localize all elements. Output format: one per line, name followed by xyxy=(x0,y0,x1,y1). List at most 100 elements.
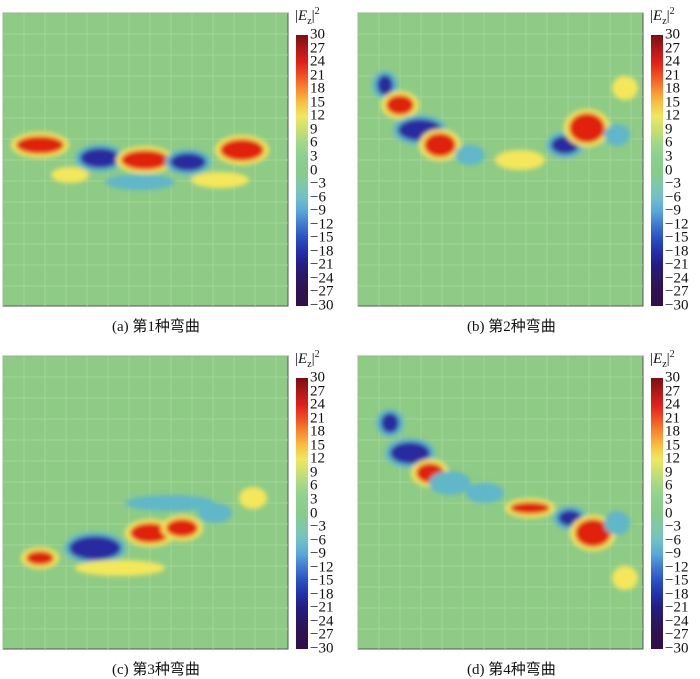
colorbar-tick-label: −12 xyxy=(310,559,334,576)
colorbar-tick-label: 15 xyxy=(310,94,325,111)
field-hotspot-positive xyxy=(617,570,633,586)
panel-b: |Ez|2 30 27 24 21 18 15 12 9 6 3 0 −3 −6 −9 −12 −15 −18 −2… xyxy=(355,0,700,335)
field-hotspot-positive xyxy=(569,113,605,143)
colorbar-tick-label: −3 xyxy=(665,518,681,535)
panel-c: |Ez|2 30 27 24 21 18 15 12 9 6 3 0 −3 −6 −9 −12 −15 −18 −2… xyxy=(0,343,350,678)
field-hotspot-positive xyxy=(220,139,264,161)
colorbar-tick-label: −15 xyxy=(665,229,689,246)
colorbar-ticks: 30 27 24 21 18 15 12 9 6 3 0 −3 −6 −9 −12 −15 −18 −21 −24−… xyxy=(310,370,350,656)
colorbar-tick-label: 21 xyxy=(310,67,325,84)
field-hotspots xyxy=(21,487,267,576)
field-hotspot-negative xyxy=(471,487,499,499)
colorbar-tick-label: −3 xyxy=(310,175,326,192)
field-hotspot-positive xyxy=(166,519,198,537)
colorbar-tick-label: −15 xyxy=(665,572,689,589)
colorbar-ticks: 30 27 24 21 18 15 12 9 6 3 0 −3 −6 −9 −12 −15 −18 −21 −24−… xyxy=(665,27,700,313)
colorbar-tick-label: 3 xyxy=(665,491,673,508)
colorbar-ticks: 30 27 24 21 18 15 12 9 6 3 0 −3 −6 −9 −12 −15 −18 −21 −24−… xyxy=(665,370,700,656)
field-hotspots xyxy=(11,132,269,190)
colorbar-tick-label: −18 xyxy=(310,243,334,260)
field-hotspot-positive xyxy=(510,502,550,514)
colorbar-tick-label: −12 xyxy=(665,559,689,576)
field-map-a xyxy=(2,12,289,307)
field-hotspots xyxy=(376,409,638,590)
colorbar xyxy=(651,35,663,306)
field-hotspot-negative xyxy=(170,153,206,171)
field-hotspot-positive xyxy=(80,564,160,572)
colorbar-tick-label: 21 xyxy=(665,410,680,427)
colorbar-tick-label: 18 xyxy=(310,423,325,440)
colorbar-tick-label: −21 xyxy=(665,599,689,616)
field-hotspot-negative xyxy=(377,75,393,95)
colorbar-tick-label: 12 xyxy=(665,107,680,124)
colorbar-tick-label: 6 xyxy=(310,134,318,151)
colorbar-tick-label: 0 xyxy=(665,505,673,521)
field-hotspot-positive xyxy=(500,154,540,166)
colorbar-tick-label: −6 xyxy=(665,189,681,206)
colorbar-tick-label: 24 xyxy=(310,396,325,413)
field-hotspot-negative xyxy=(609,128,625,142)
field-hotspot-positive xyxy=(386,95,414,115)
field-hotspot-negative xyxy=(434,475,466,491)
colorbar-tick-label: 3 xyxy=(665,148,673,165)
field-hotspot-negative xyxy=(203,507,227,519)
field-hotspot-negative xyxy=(609,515,625,531)
colorbar-title: |Ez|2 xyxy=(295,349,320,370)
field-hotspot-positive xyxy=(130,523,170,543)
field-hotspot-negative xyxy=(110,178,170,186)
colorbar-tick-label: −27 xyxy=(310,283,334,300)
field-hotspot-positive xyxy=(56,171,84,179)
colorbar-tick-label: −30 xyxy=(310,640,334,657)
colorbar-tick-label: 30 xyxy=(665,26,680,43)
colorbar-tick-label: −27 xyxy=(665,283,689,300)
colorbar-tick-label: −24 xyxy=(665,270,689,287)
field-background xyxy=(357,355,644,650)
panel-d: |Ez|2 30 27 24 21 18 15 12 9 6 3 0 −3 −6 −9 −12 −15 −18 −2… xyxy=(355,343,700,678)
colorbar-tick-label: 30 xyxy=(310,369,325,386)
colorbar-tick-label: −3 xyxy=(665,175,681,192)
field-hotspot-positive xyxy=(424,133,456,157)
colorbar-tick-label: 24 xyxy=(665,396,680,413)
field-hotspot-positive xyxy=(196,176,244,184)
colorbar-tick-label: −9 xyxy=(310,545,326,562)
colorbar-tick-label: −9 xyxy=(665,202,681,219)
caption-b: (b) 第2种弯曲 xyxy=(467,319,556,335)
field-map-c xyxy=(2,355,289,650)
colorbar-tick-label: −9 xyxy=(310,202,326,219)
field-map-d xyxy=(357,355,644,650)
field-hotspot-positive xyxy=(244,491,262,505)
colorbar-tick-label: 0 xyxy=(310,162,318,178)
colorbar-tick-label: 18 xyxy=(310,80,325,97)
colorbar-tick-label: 15 xyxy=(665,437,680,454)
colorbar-tick-label: −24 xyxy=(310,270,334,287)
colorbar-tick-label: 18 xyxy=(665,80,680,97)
colorbar-tick-label: −18 xyxy=(665,586,689,603)
colorbar-tick-label: −15 xyxy=(310,229,334,246)
colorbar-tick-label: 9 xyxy=(310,464,318,481)
field-hotspot-negative xyxy=(80,148,120,168)
colorbar-tick-label: −30 xyxy=(310,297,334,314)
colorbar-tick-label: 30 xyxy=(310,26,325,43)
colorbar-tick-label: 21 xyxy=(310,410,325,427)
colorbar-tick-label: −3 xyxy=(310,518,326,535)
colorbar-tick-label: −30 xyxy=(665,297,689,314)
colorbar-tick-label: 30 xyxy=(665,369,680,386)
colorbar-tick-label: 24 xyxy=(310,53,325,70)
colorbar-ticks: 30 27 24 21 18 15 12 9 6 3 0 −3 −6 −9 −12 −15 −18 −21 −24−… xyxy=(310,27,350,313)
colorbar-tick-label: 27 xyxy=(665,383,680,400)
colorbar-tick-label: 0 xyxy=(665,162,673,178)
colorbar-tick-label: 18 xyxy=(665,423,680,440)
field-hotspot-negative xyxy=(460,149,480,161)
colorbar-tick-label: −15 xyxy=(310,572,334,589)
colorbar-tick-label: −12 xyxy=(310,216,334,233)
colorbar-tick-label: 12 xyxy=(310,107,325,124)
field-hotspot-positive xyxy=(26,551,54,565)
colorbar-tick-label: −9 xyxy=(665,545,681,562)
colorbar-tick-label: 27 xyxy=(310,383,325,400)
colorbar-tick-label: −6 xyxy=(310,189,326,206)
colorbar-tick-label: 27 xyxy=(310,40,325,57)
colorbar-title: |Ez|2 xyxy=(650,349,675,370)
colorbar-tick-label: 15 xyxy=(665,94,680,111)
colorbar xyxy=(296,35,308,306)
colorbar-tick-label: −6 xyxy=(665,532,681,549)
